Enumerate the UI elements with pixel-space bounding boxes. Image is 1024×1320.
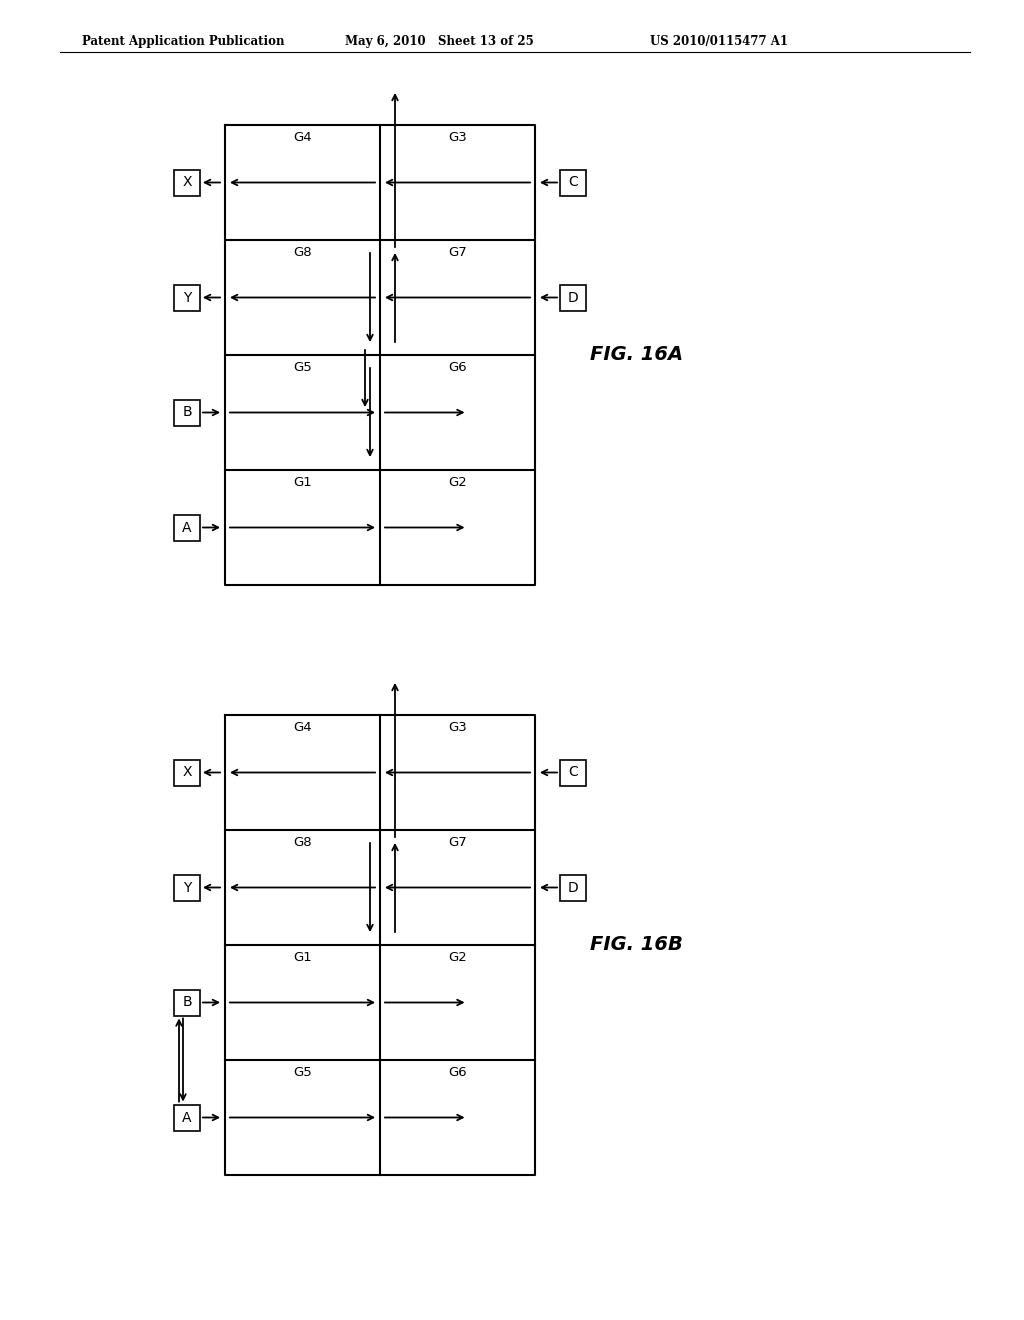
Text: D: D [567,290,579,305]
Text: X: X [182,176,191,190]
Bar [174,400,200,425]
Text: FIG. 16B: FIG. 16B [590,936,683,954]
Text: G6: G6 [449,360,467,374]
Bar [560,874,586,900]
Text: G2: G2 [449,477,467,488]
Text: G3: G3 [449,721,467,734]
Text: G5: G5 [293,360,312,374]
Text: D: D [567,880,579,895]
Text: Y: Y [183,880,191,895]
Text: G6: G6 [449,1067,467,1078]
Text: FIG. 16A: FIG. 16A [590,346,683,364]
Text: G7: G7 [449,246,467,259]
Text: A: A [182,520,191,535]
Text: G4: G4 [293,721,312,734]
Text: US 2010/0115477 A1: US 2010/0115477 A1 [650,36,788,48]
Bar [174,1105,200,1130]
Bar [174,285,200,310]
Bar [174,874,200,900]
Text: G7: G7 [449,836,467,849]
Bar [174,759,200,785]
Text: G1: G1 [293,950,312,964]
Bar [174,515,200,540]
Text: G2: G2 [449,950,467,964]
Text: C: C [568,766,578,780]
Text: G4: G4 [293,131,312,144]
Text: X: X [182,766,191,780]
Bar [174,990,200,1015]
Text: G3: G3 [449,131,467,144]
Text: May 6, 2010   Sheet 13 of 25: May 6, 2010 Sheet 13 of 25 [345,36,534,48]
Text: B: B [182,405,191,420]
Text: G1: G1 [293,477,312,488]
Bar [560,759,586,785]
Text: Patent Application Publication: Patent Application Publication [82,36,285,48]
Bar [174,169,200,195]
Bar [560,285,586,310]
Text: A: A [182,1110,191,1125]
Text: B: B [182,995,191,1010]
Bar [560,169,586,195]
Text: C: C [568,176,578,190]
Text: Y: Y [183,290,191,305]
Text: G8: G8 [293,836,312,849]
Text: G8: G8 [293,246,312,259]
Text: G5: G5 [293,1067,312,1078]
